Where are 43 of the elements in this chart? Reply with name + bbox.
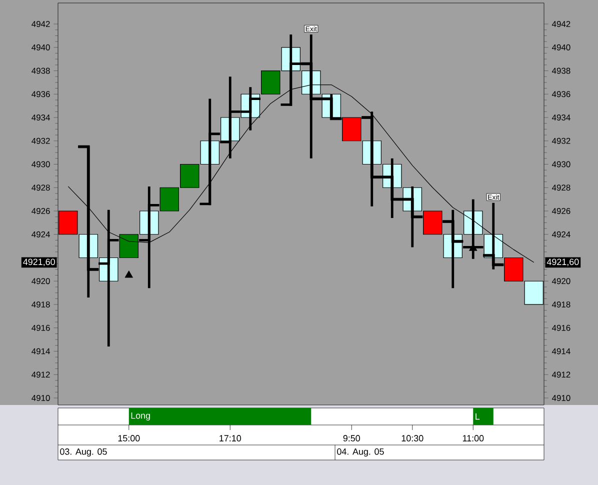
y-tick-label: 4938 [552, 68, 570, 74]
x-tick-label: 11:00 [462, 435, 484, 442]
x-tick-label: 9:50 [343, 435, 360, 442]
text: 03. Aug. 05 [60, 448, 107, 457]
text: 04. Aug. 05 [337, 448, 384, 457]
y-tick-label: 4926 [552, 208, 570, 214]
y-tick-label: 4942 [552, 21, 570, 28]
y2-tick-label: 4940 [32, 44, 50, 50]
y2-tick-label: 4936 [32, 91, 50, 98]
y-tick-label: 4912 [552, 372, 570, 378]
y-tick-label: 4930 [552, 161, 570, 168]
y2-tick-label: 4924 [32, 231, 50, 238]
text: L [476, 413, 480, 420]
y-tick-label: 4916 [552, 324, 570, 331]
y2-tick-label: 4930 [32, 161, 50, 168]
y2-tick-label: 4934 [32, 114, 50, 120]
y-tick-label: 4934 [552, 114, 570, 120]
text: Long [131, 412, 150, 420]
y-tick-label: 4924 [552, 231, 570, 238]
y2-tick-label: 4920 [32, 278, 50, 284]
y2-tick-label: 4916 [32, 324, 50, 331]
y-tick-label: 4914 [552, 348, 570, 354]
x-tick-label: 10:30 [402, 435, 424, 442]
y2-tick-label: 4928 [32, 184, 50, 191]
x-tick-label: 15:00 [118, 435, 140, 442]
y-tick-label: 4910 [552, 394, 570, 401]
x-tick-label: 17:10 [220, 435, 242, 442]
y-tick-label: 4940 [552, 44, 570, 50]
y2-tick-label: 4932 [32, 138, 50, 144]
y2-tick-label: 4938 [32, 68, 50, 74]
y-tick-label: 4936 [552, 91, 570, 98]
y-tick-label: 4918 [552, 301, 570, 308]
text: 4921,60 [23, 258, 55, 266]
y2-tick-label: 4926 [32, 208, 50, 214]
y2-tick-label: 4918 [32, 301, 50, 308]
text: 4921,60 [546, 258, 579, 266]
y2-tick-label: 4914 [32, 348, 50, 354]
y-tick-label: 4928 [552, 184, 570, 191]
y2-tick-label: 4910 [32, 394, 50, 401]
y-tick-label: 4932 [552, 138, 570, 144]
y2-tick-label: 4912 [32, 372, 50, 378]
y-tick-label: 4920 [552, 278, 570, 284]
y2-tick-label: 4942 [32, 21, 50, 28]
